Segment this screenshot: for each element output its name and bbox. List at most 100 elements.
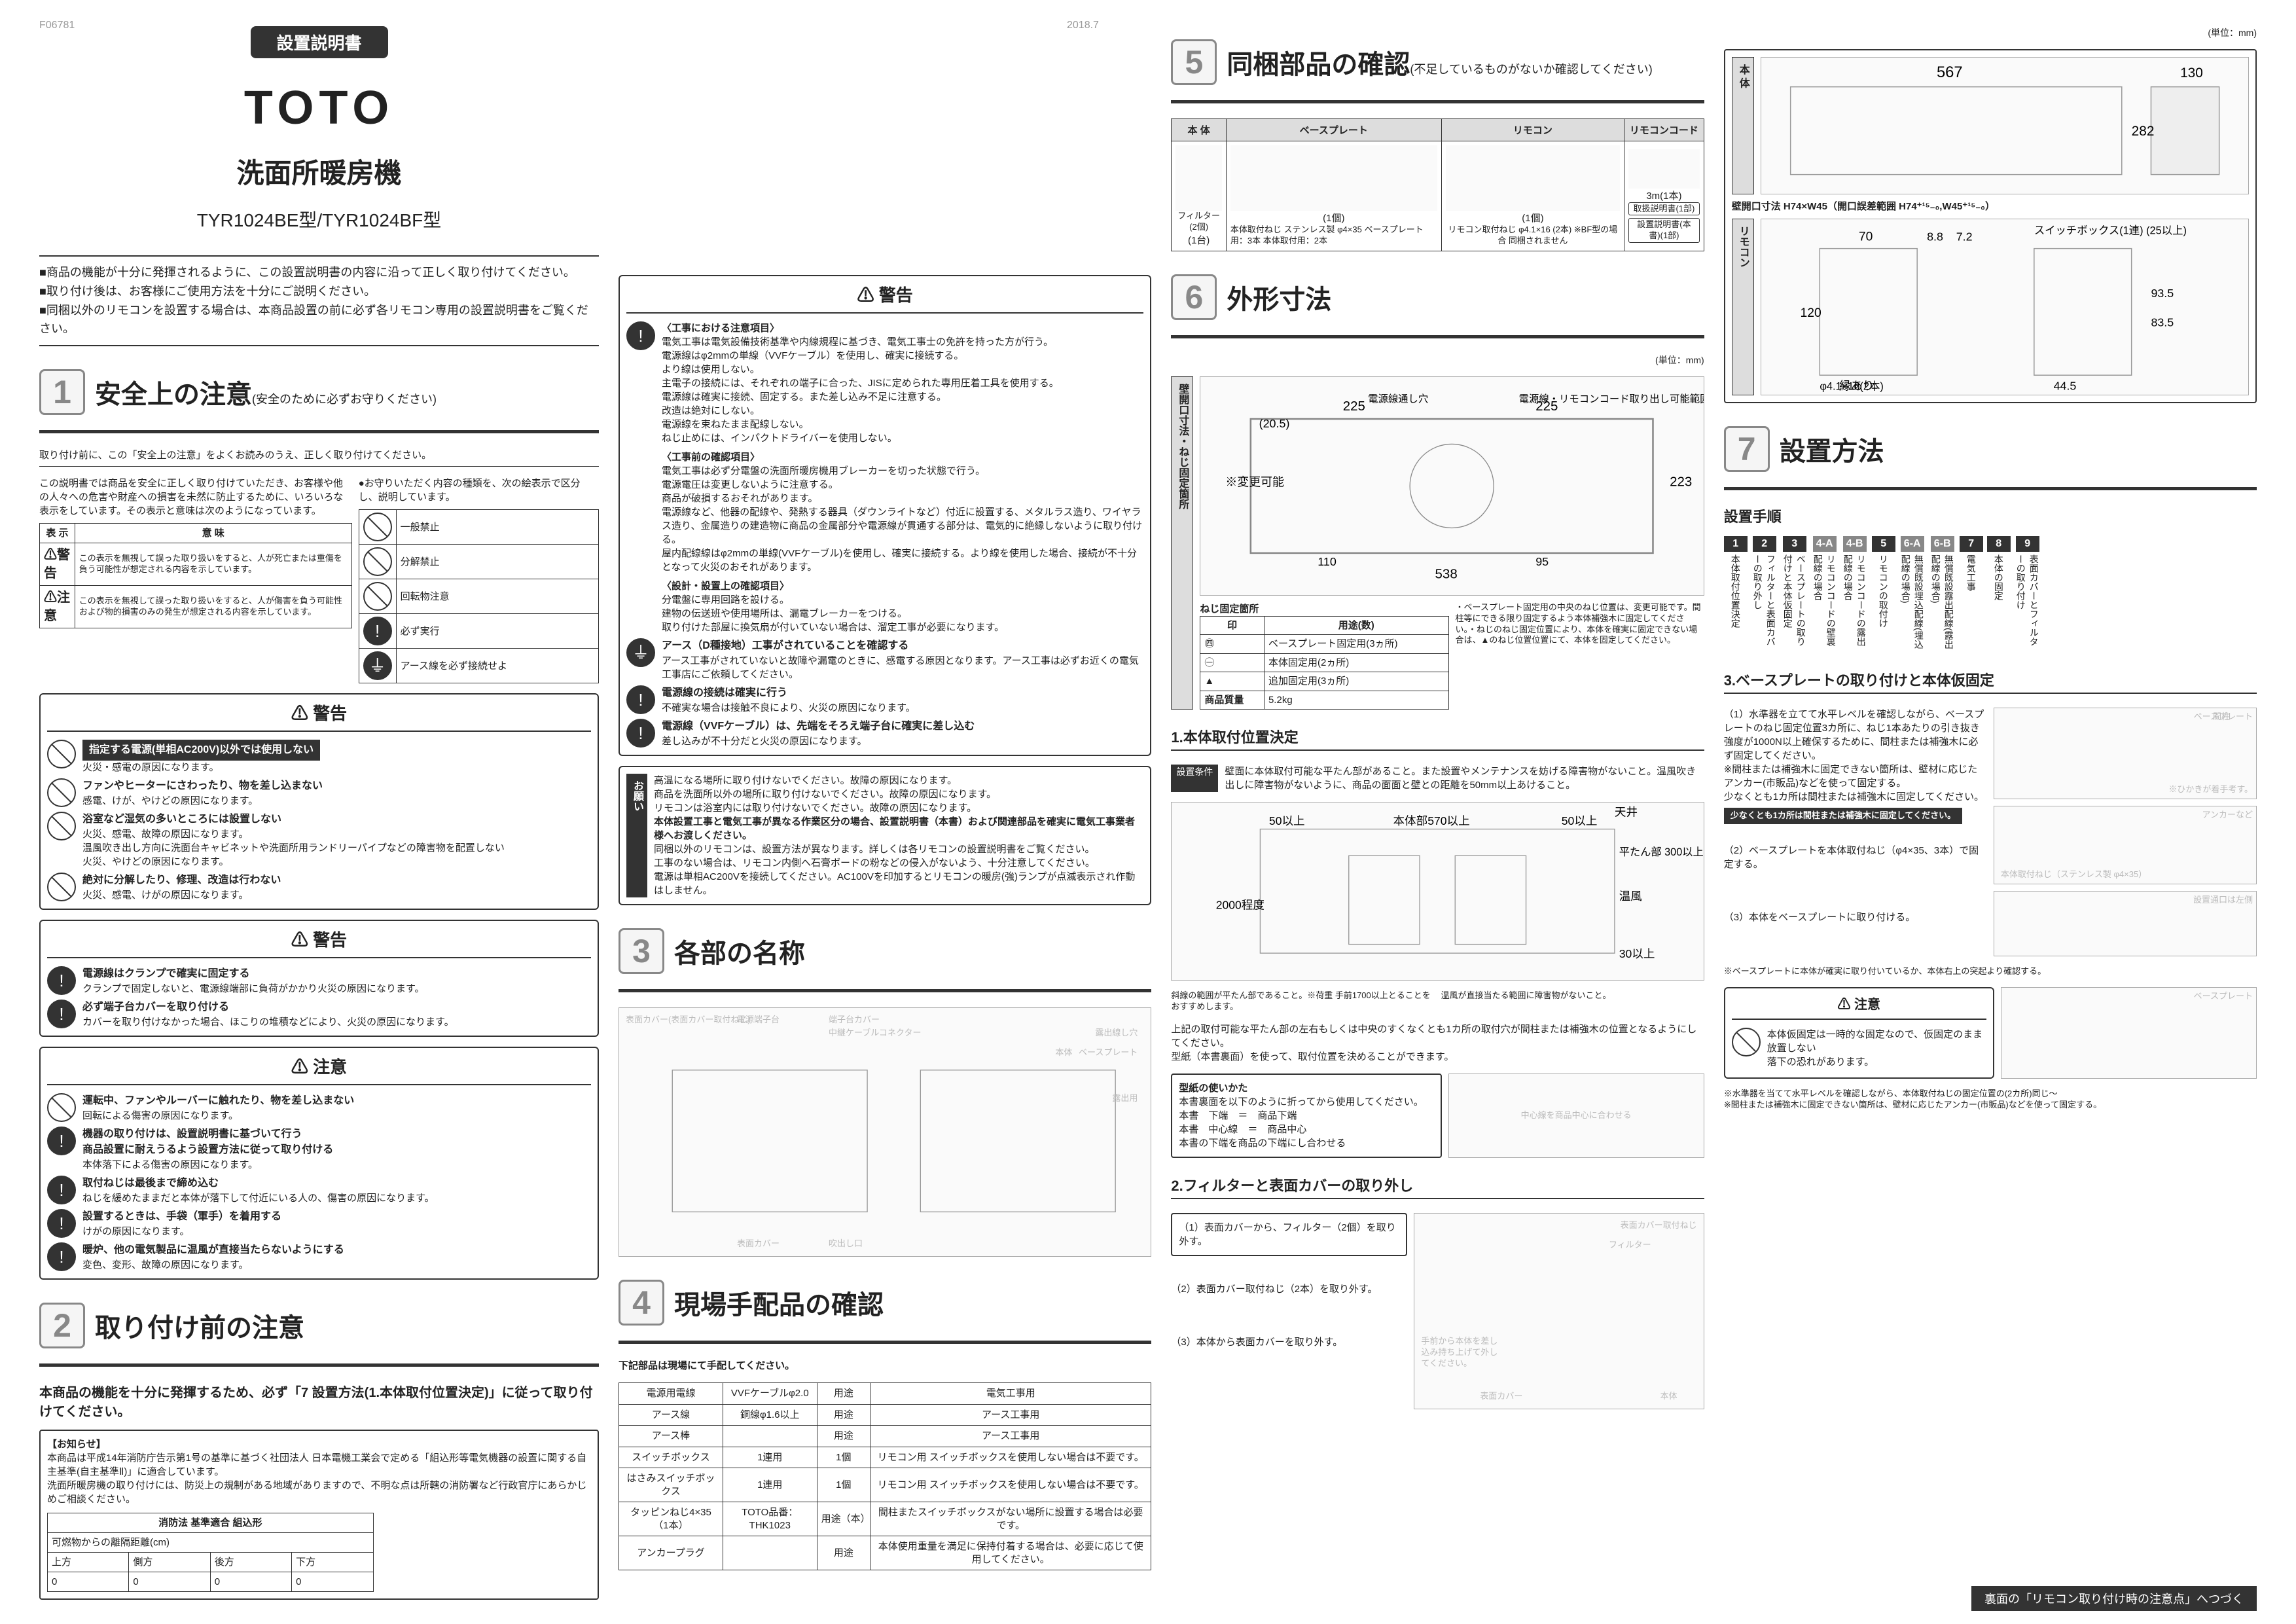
must-icon: ! xyxy=(626,685,655,714)
intro-notes: 商品の機能が十分に発揮されるように、この設置説明書の内容に沿って正しく取り付けて… xyxy=(39,255,599,346)
earth-icon: ⏚ xyxy=(626,638,655,667)
svg-text:電源線通し穴: 電源線通し穴 xyxy=(1368,393,1428,405)
safety-intro: 取り付け前に、この「安全上の注意」をよくお読みのうえ、正しく取り付けてください。 xyxy=(39,448,599,467)
ban-icon xyxy=(363,513,392,541)
bundled-parts-table: 本 体ベースプレートリモコンリモコンコード フィルター(2個)(1台) (1個)… xyxy=(1171,118,1704,251)
sub1-title: 1.本体取付位置決定 xyxy=(1171,726,1704,751)
warning-meaning-table: 表 示意 味 ⚠警告この表示を無視して誤った取り扱いをすると、人が死亡または重傷… xyxy=(39,523,352,628)
svg-text:本体部570以上: 本体部570以上 xyxy=(1393,814,1470,827)
section-3-head: 3 各部の名称 xyxy=(619,928,1151,974)
parts-diagram: 表面カバー(表面カバー取付ねじ) 電源端子台 端子台カバー 中継ケーブルコネクタ… xyxy=(619,1007,1151,1257)
install-proc-label: 設置手順 xyxy=(1724,505,2257,526)
filter-removal-diagram: 表面カバー取付ねじ フィルター 手前から本体を差し込み持ち上げて外してください。… xyxy=(1414,1213,1704,1409)
svg-text:30以上: 30以上 xyxy=(1619,947,1655,960)
request-box: お願い 高温になる場所に取り付けないでください。故障の原因になります。商品を洗面… xyxy=(619,766,1151,905)
section-1-badge: 1 xyxy=(39,369,85,415)
body-dimension-box: 本 体 567 282 130 壁開口寸法 H74×W45（開口誤差範囲 H74… xyxy=(1724,49,2257,403)
fire-clearance-table: 消防法 基準適合 組込形 可燃物からの離隔距離(cm) 上方側方後方下方 000… xyxy=(47,1513,374,1592)
warning-box-1: 警告 指定する電源(単相AC200V)以外では使用しない火災・感電の原因になりま… xyxy=(39,693,599,910)
svg-text:538: 538 xyxy=(1435,566,1458,581)
svg-text:電源線・リモコンコード取り出し可能範囲: 電源線・リモコンコード取り出し可能範囲 xyxy=(1519,393,1704,405)
dimension-diagram: 225 225 (20.5) 538 223 ※変更可能 電源線通し穴 電源線・… xyxy=(1200,376,1704,596)
s2-text: 本商品の機能を十分に発揮するため、必ず「7 設置方法(1.本体取付位置決定)」に… xyxy=(39,1382,599,1420)
final-fix-diagram: ベースプレート xyxy=(2001,987,2257,1079)
svg-text:110: 110 xyxy=(1318,555,1337,568)
svg-text:温風: 温風 xyxy=(1619,890,1643,903)
svg-text:225: 225 xyxy=(1343,399,1365,414)
section-5-badge: 5 xyxy=(1171,39,1217,85)
svg-text:スイッチボックス(1連) (25以上): スイッチボックス(1連) (25以上) xyxy=(2034,225,2187,237)
svg-text:70: 70 xyxy=(1859,230,1873,244)
sub3-caution: 注意 本体仮固定は一時的な固定なので、仮固定のまま放置しない 落下の恐れがありま… xyxy=(1724,987,1994,1079)
brand-logo: TOTO xyxy=(39,81,599,135)
svg-text:平たん部 300以上: 平たん部 300以上 xyxy=(1619,846,1704,858)
install-steps: 1本体取付位置決定2フィルターと表面カバーの取り外し3ベースプレートの取り付けと… xyxy=(1724,536,2257,653)
symbol-legend-table: 一般禁止 分解禁止 回転物注意 !必ず実行 ⏚アース線を必ず接続せよ xyxy=(359,509,599,683)
baseplate-diagram-2: アンカーなど 本体取付ねじ（ステンレス製 φ4×35） xyxy=(1994,806,2257,884)
section-4-head: 4 現場手配品の確認 xyxy=(619,1280,1151,1326)
warning-box-2: 警告 !電源線はクランプで確実に固定するクランプで固定しないと、電源線端部に負荷… xyxy=(39,920,599,1037)
sub3-final-note: ※水準器を当てて水平レベルを確認しながら、本体取付ねじの固定位置の(2カ所)同じ… xyxy=(1724,1089,2257,1111)
disassembly-ban-icon xyxy=(363,547,392,576)
safety-desc: この説明書では商品を安全に正しく取り付けていただき、お客様や他の人々への危害や財… xyxy=(39,477,352,518)
must-icon: ! xyxy=(47,1176,76,1204)
svg-text:83.5: 83.5 xyxy=(2151,316,2174,329)
template-usage: 型紙の使いかた 本書裏面を以下のように折ってから使用してください。 本書 下端 … xyxy=(1171,1074,1441,1158)
rotation-warn-icon xyxy=(363,582,392,611)
must-icon: ! xyxy=(47,1209,76,1238)
svg-text:7.2: 7.2 xyxy=(1956,230,1972,244)
disassembly-ban-icon xyxy=(47,873,76,901)
section-2-badge: 2 xyxy=(39,1303,85,1348)
must-icon: ! xyxy=(47,1242,76,1271)
rotation-warn-icon xyxy=(47,1093,76,1122)
section-1-head: 1 安全上の注意(安全のために必ずお守りください) xyxy=(39,369,599,415)
earth-icon: ⏚ xyxy=(363,651,392,680)
body-dims-diagram: 567 282 130 xyxy=(1761,57,2249,194)
doc-type-label: 設置説明書 xyxy=(251,26,388,58)
section-6-head: 6 外形寸法 xyxy=(1171,274,1704,320)
ban-icon xyxy=(47,812,76,840)
must-icon: ! xyxy=(47,966,76,995)
model-number: TYR1024BE型/TYR1024BF型 xyxy=(39,206,599,232)
s6-vert-label: 壁開口寸法・ねじ固定箇所 xyxy=(1171,376,1193,710)
svg-text:※変更可能: ※変更可能 xyxy=(1226,475,1285,488)
section-3-badge: 3 xyxy=(619,928,664,974)
svg-text:φ4.1×16(2本): φ4.1×16(2本) xyxy=(1820,381,1883,393)
baseplate-diagram-1: 間柱 ベースプレート ※ひかきが着手考す。 xyxy=(1994,708,2257,799)
unit-mm-2: (単位：mm) xyxy=(1724,26,2257,39)
ban-icon xyxy=(47,778,76,807)
doc-id: F06781 xyxy=(39,20,75,31)
svg-text:93.5: 93.5 xyxy=(2151,287,2174,300)
ban-icon xyxy=(47,740,76,768)
svg-text:44.5: 44.5 xyxy=(2053,380,2076,393)
section-7-badge: 7 xyxy=(1724,426,1770,472)
product-title: 洗面所暖房機 xyxy=(39,151,599,191)
safety-desc2: ●お守りいただく内容の種類を、次の絵表示で区分し、説明しています。 xyxy=(359,477,599,504)
svg-text:130: 130 xyxy=(2180,65,2203,81)
ban-icon xyxy=(1732,1028,1761,1056)
svg-text:8.8: 8.8 xyxy=(1927,230,1943,244)
svg-text:天井: 天井 xyxy=(1615,806,1638,819)
section-6-badge: 6 xyxy=(1171,274,1217,320)
sub2-title: 2.フィルターと表面カバーの取り外し xyxy=(1171,1174,1704,1199)
caution-box-1: 注意 運転中、ファンやルーバーに触れたり、物を差し込まない回転による傷害の原因に… xyxy=(39,1047,599,1280)
svg-text:50以上: 50以上 xyxy=(1562,814,1598,827)
section-2-head: 2 取り付け前の注意 xyxy=(39,1303,599,1348)
section-4-badge: 4 xyxy=(619,1280,664,1326)
s2-notice: 【お知らせ】 本商品は平成14年消防庁告示第1号の基準に基づく社団法人 日本電機… xyxy=(39,1430,599,1600)
install-cond-label: 設置条件 xyxy=(1171,765,1218,792)
baseplate-diagram-3: 設置通口は左側 xyxy=(1994,891,2257,956)
svg-text:(20.5): (20.5) xyxy=(1259,417,1290,430)
issue-date: 2018.7 xyxy=(1067,20,1099,31)
must-icon: ! xyxy=(626,321,655,350)
must-icon: ! xyxy=(47,1127,76,1155)
sub3-title: 3.ベースプレートの取り付けと本体仮固定 xyxy=(1724,669,2257,694)
col2-warning: 警告 ! 〈工事における注意項目〉 電気工事は電気設備技術基準や内線規程に基づき… xyxy=(619,275,1151,756)
install-position-diagram: 50以上 本体部570以上 50以上 天井 平たん部 300以上 温風 2000… xyxy=(1171,802,1704,981)
must-icon: ! xyxy=(47,1000,76,1028)
svg-text:223: 223 xyxy=(1670,474,1692,489)
svg-text:120: 120 xyxy=(1800,306,1821,320)
section-5-head: 5 同梱部品の確認(不足しているものがないか確認してください) xyxy=(1171,39,1704,85)
svg-text:95: 95 xyxy=(1536,555,1549,568)
section-7-head: 7 設置方法 xyxy=(1724,426,2257,472)
